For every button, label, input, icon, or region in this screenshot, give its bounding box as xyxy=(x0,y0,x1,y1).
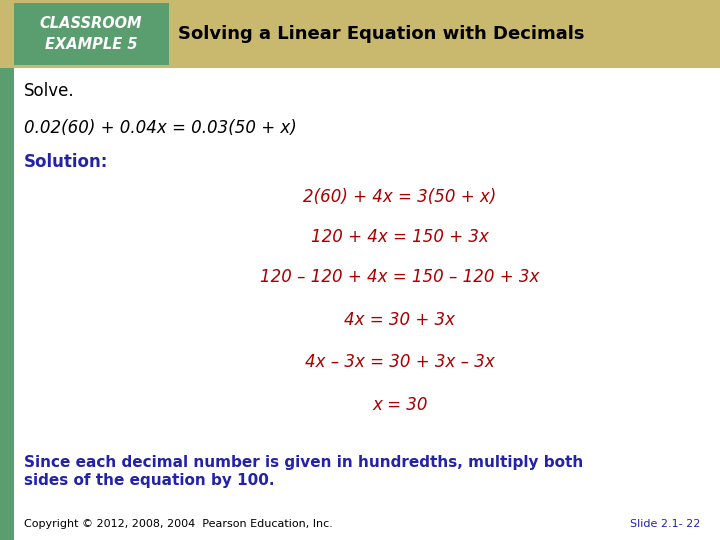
Text: Copyright © 2012, 2008, 2004  Pearson Education, Inc.: Copyright © 2012, 2008, 2004 Pearson Edu… xyxy=(24,519,333,529)
Text: CLASSROOM
EXAMPLE 5: CLASSROOM EXAMPLE 5 xyxy=(40,16,143,52)
Text: Slide 2.1- 22: Slide 2.1- 22 xyxy=(629,519,700,529)
FancyBboxPatch shape xyxy=(0,0,720,68)
Text: 2(60) + 4x = 3(50 + x): 2(60) + 4x = 3(50 + x) xyxy=(303,188,497,206)
Text: x = 30: x = 30 xyxy=(372,396,428,414)
FancyBboxPatch shape xyxy=(14,3,169,65)
Text: Solution:: Solution: xyxy=(24,153,109,171)
FancyBboxPatch shape xyxy=(0,0,14,540)
Text: sides of the equation by 100.: sides of the equation by 100. xyxy=(24,474,274,489)
Text: Since each decimal number is given in hundredths, multiply both: Since each decimal number is given in hu… xyxy=(24,455,583,469)
Text: Solving a Linear Equation with Decimals: Solving a Linear Equation with Decimals xyxy=(178,25,585,43)
Text: 120 + 4x = 150 + 3x: 120 + 4x = 150 + 3x xyxy=(311,228,489,246)
Text: 120 – 120 + 4x = 150 – 120 + 3x: 120 – 120 + 4x = 150 – 120 + 3x xyxy=(261,268,540,286)
Text: 4x – 3x = 30 + 3x – 3x: 4x – 3x = 30 + 3x – 3x xyxy=(305,353,495,371)
Text: 0.02(60) + 0.04x = 0.03(50 + x): 0.02(60) + 0.04x = 0.03(50 + x) xyxy=(24,119,297,137)
Text: Solve.: Solve. xyxy=(24,82,75,100)
Text: 4x = 30 + 3x: 4x = 30 + 3x xyxy=(344,311,456,329)
